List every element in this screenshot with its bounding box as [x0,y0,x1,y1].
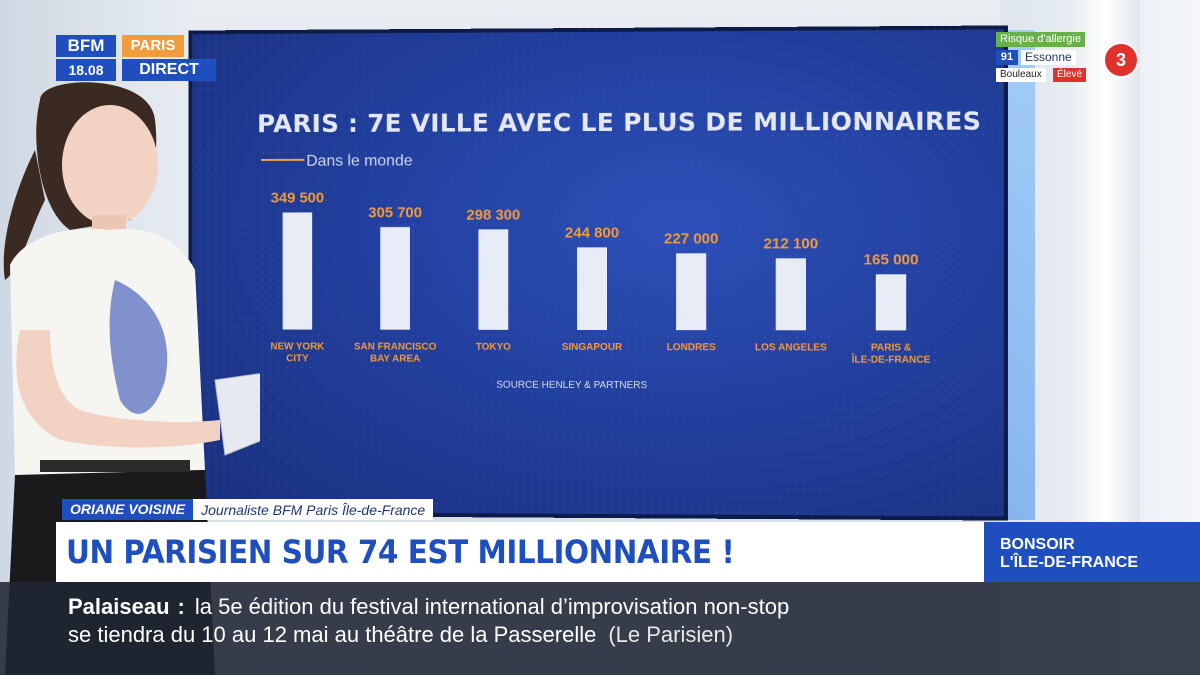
presenter-role: Journaliste BFM Paris Île-de-France [193,502,433,518]
ticker-text-2: se tiendra du 10 au 12 mai au théâtre de… [68,622,596,647]
chart-bar [577,247,607,330]
chart-bar [776,258,806,330]
chart-bar [478,229,508,329]
chart-category-label: CITY [286,353,309,364]
allergy-risk-badge: 3 [1103,42,1139,78]
bar-chart: 349 500 NEW YORKCITY 305 700 SAN FRANCISCOB… [188,25,1008,520]
pollen-level: Élevé [1053,68,1086,82]
headline: UN PARISIEN SUR 74 EST MILLIONNAIRE ! [66,522,734,582]
show-title-line-1: BONSOIR [1000,536,1075,554]
ticker-text-1: la 5e édition du festival international … [195,594,789,619]
chart-category-label: BAY AREA [370,354,420,365]
chart-category-label: NEW YORK [270,341,325,352]
show-title-bar: BONSOIR L'ÎLE-DE-FRANCE [984,522,1200,582]
name-strap: ORIANE VOISINE Journaliste BFM Paris Île… [62,499,433,520]
ticker-line-1: Palaiseau: la 5e édition du festival inte… [68,594,789,620]
chart-category-label: PARIS & [871,342,911,353]
chart-category-label: SINGAPOUR [562,342,622,353]
allergy-risk-title: Risque d'allergie [996,32,1085,47]
presenter-name: ORIANE VOISINE [62,499,193,520]
chart-category-label: LONDRES [667,342,716,353]
news-ticker: Palaiseau: la 5e édition du festival inte… [0,582,1200,675]
studio-pillar [1070,0,1140,560]
studio-screen: PARIS : 7E VILLE AVEC LE PLUS DE MILLION… [188,25,1008,520]
chart-value-label: 298 300 [466,207,520,223]
chart-source: SOURCE HENLEY & PARTNERS [496,380,647,391]
logo-live: DIRECT [122,59,216,81]
chart-value-label: 165 000 [864,252,919,268]
chart-bar [676,253,706,330]
show-title-line-2: L'ÎLE-DE-FRANCE [1000,554,1138,572]
chart-bar [876,274,906,330]
chart-value-label: 305 700 [368,205,422,221]
chart-value-label: 227 000 [664,231,718,247]
logo-clock: 18.08 [56,59,116,81]
ticker-line-2: se tiendra du 10 au 12 mai au théâtre de… [68,622,733,648]
headline-bar: UN PARISIEN SUR 74 EST MILLIONNAIRE ! [56,522,984,582]
chart-category-label: LOS ANGELES [755,342,827,353]
department-name: Essonne [1021,50,1076,65]
studio-blue-light [1005,30,1035,520]
chart-category-label: TOKYO [476,342,511,353]
chart-category-label: ÎLE-DE-FRANCE [851,353,931,365]
chart-value-label: 244 800 [565,225,619,241]
logo-brand: BFM [56,35,116,57]
department-number: 91 [996,50,1018,65]
ticker-source: (Le Parisien) [608,622,733,647]
chart-category-label: SAN FRANCISCO [354,342,437,353]
chart-bar [283,212,313,329]
pollen-tree: Bouleaux [996,68,1046,82]
chart-bar [380,227,410,330]
chart-value-label: 349 500 [271,190,324,206]
ticker-place: Palaiseau [68,594,170,619]
logo-region: PARIS [122,35,184,57]
chart-value-label: 212 100 [764,236,819,252]
